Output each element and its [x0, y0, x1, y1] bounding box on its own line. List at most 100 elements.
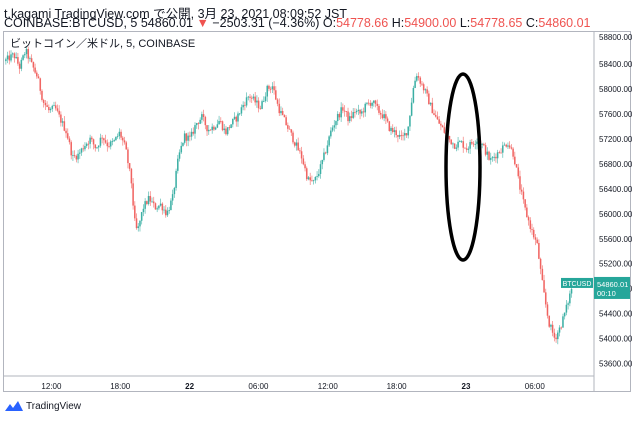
candle-body — [256, 100, 258, 103]
candle-body — [299, 150, 301, 152]
candle-body — [164, 209, 167, 216]
candle-body — [455, 147, 458, 149]
candle-body — [386, 118, 389, 122]
y-tick-label: 58000.00 — [599, 85, 633, 94]
candle-body — [476, 141, 478, 145]
y-tick-label: 54000.00 — [599, 335, 633, 344]
candle-body — [61, 121, 64, 123]
candle-body — [491, 157, 494, 159]
candle-body — [402, 135, 404, 137]
candle-body — [324, 152, 327, 154]
candle-body — [170, 200, 172, 211]
y-tick-label: 53600.00 — [599, 360, 633, 369]
candle-body — [352, 112, 354, 118]
candle-body — [20, 59, 23, 69]
y-tick-label: 56000.00 — [599, 210, 633, 219]
candle-body — [544, 292, 547, 305]
candle-body — [326, 145, 329, 154]
candle-body — [44, 102, 47, 106]
candle-body — [218, 121, 220, 125]
candle-body — [206, 125, 208, 132]
footer: TradingView — [4, 400, 81, 412]
candle-body — [233, 116, 236, 119]
candle-body — [362, 111, 365, 113]
candle-body — [441, 125, 444, 128]
candle-body — [290, 129, 293, 133]
y-tick-label: 55200.00 — [599, 260, 633, 269]
candle-body — [570, 288, 573, 294]
candle-body — [343, 110, 346, 112]
candle-body — [168, 210, 171, 211]
candle-body — [426, 89, 428, 94]
candle-body — [297, 142, 299, 151]
candle-body — [6, 55, 9, 60]
candle-body — [371, 102, 373, 106]
candle-body — [77, 153, 79, 160]
candle-body — [252, 96, 255, 99]
candle-body — [539, 258, 542, 269]
candle-body — [288, 128, 291, 130]
candle-body — [340, 107, 342, 118]
candle-body — [409, 115, 411, 127]
candle-body — [551, 324, 554, 333]
candle-body — [347, 111, 349, 122]
candle-body — [484, 145, 487, 155]
candle-body — [189, 135, 191, 137]
candle-body — [498, 152, 501, 154]
candle-body — [54, 105, 57, 109]
candle-body — [338, 113, 341, 118]
candle-body — [72, 155, 74, 156]
candle-body — [23, 54, 26, 56]
candle-body — [268, 85, 270, 89]
candle-body — [216, 124, 219, 128]
candle-body — [345, 111, 348, 112]
candle-body — [108, 146, 110, 147]
candle-body — [541, 268, 544, 281]
candle-body — [154, 203, 157, 210]
candle-body — [336, 113, 339, 122]
candle-body — [113, 140, 115, 142]
candle-body — [58, 110, 60, 115]
candle-body — [508, 145, 511, 148]
candle-body — [400, 134, 403, 136]
candle-body — [378, 105, 380, 113]
candle-body — [563, 312, 566, 317]
candle-body — [422, 84, 425, 91]
candle-body — [520, 189, 523, 192]
candle-body — [532, 229, 535, 238]
candle-body — [257, 100, 260, 109]
candle-body — [316, 176, 318, 177]
candle-body — [469, 142, 471, 149]
down-triangle-icon: ▼ — [196, 16, 209, 30]
x-tick-label: 23 — [462, 382, 471, 391]
candle-body — [34, 67, 36, 73]
candle-body — [302, 158, 305, 165]
candle-body — [553, 332, 556, 338]
candle-body — [271, 86, 274, 90]
candle-body — [99, 137, 102, 146]
candle-body — [42, 99, 45, 103]
candle-body — [374, 100, 377, 104]
price-change: −2503.31 (−4.36%) — [212, 16, 320, 30]
open-label: O: — [322, 16, 337, 30]
symbol-summary: COINBASE:BTCUSD, 5 54860.01 ▼ −2503.31 (… — [4, 16, 591, 30]
candle-body — [156, 208, 158, 210]
candle-body — [390, 127, 392, 131]
candle-body — [144, 201, 146, 209]
candle-body — [281, 111, 284, 116]
candle-body — [536, 239, 538, 244]
candle-body — [161, 203, 164, 211]
x-tick-label: 06:00 — [525, 382, 546, 391]
candle-body — [557, 332, 559, 340]
candle-body — [333, 125, 336, 128]
candle-body — [419, 77, 422, 84]
candle-body — [567, 303, 569, 305]
candle-body — [295, 142, 298, 146]
candle-body — [84, 145, 86, 150]
candle-body — [460, 141, 463, 143]
candle-body — [503, 144, 506, 146]
candle-body — [529, 220, 532, 230]
candle-body — [376, 103, 379, 106]
y-tick-label: 56800.00 — [599, 160, 633, 169]
